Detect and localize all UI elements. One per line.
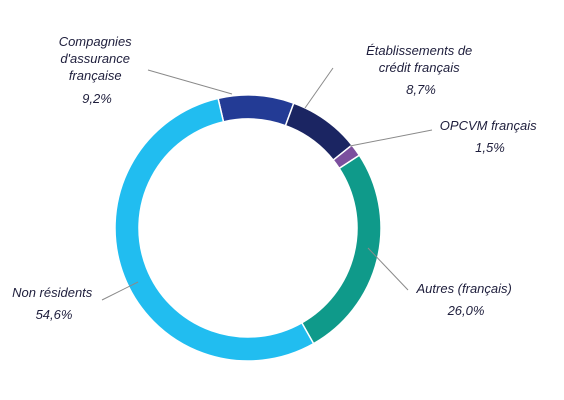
label-group-autres: Autres (français) 26,0% (367, 247, 516, 318)
leader-line-etablissements (304, 67, 334, 109)
leader-line-autres (367, 247, 409, 291)
slice-label-autres: Autres (français) 26,0% (416, 281, 516, 318)
donut-slice-compagnies (217, 94, 295, 127)
donut-slice-non-residents (114, 97, 315, 362)
label-group-non-residents: Non résidents 54,6% (12, 281, 139, 322)
leader-line-opcvm (349, 129, 433, 147)
leader-line-compagnies (147, 69, 233, 95)
leader-line-non-residents (101, 281, 139, 301)
slice-label-etablissements: Établissements de crédit français 8,7% (366, 43, 476, 97)
slice-label-compagnies: Compagnies d'assurance française 9,2% (59, 34, 136, 106)
slice-label-opcvm: OPCVM français 1,5% (440, 118, 540, 155)
label-group-compagnies: Compagnies d'assurance française 9,2% (59, 34, 233, 106)
donut-slice-etablissements (284, 102, 354, 162)
donut-slices (114, 94, 382, 362)
slice-label-non-residents: Non résidents 54,6% (12, 285, 96, 322)
label-group-opcvm: OPCVM français 1,5% (349, 118, 540, 155)
label-group-etablissements: Établissements de crédit français 8,7% (304, 43, 476, 109)
